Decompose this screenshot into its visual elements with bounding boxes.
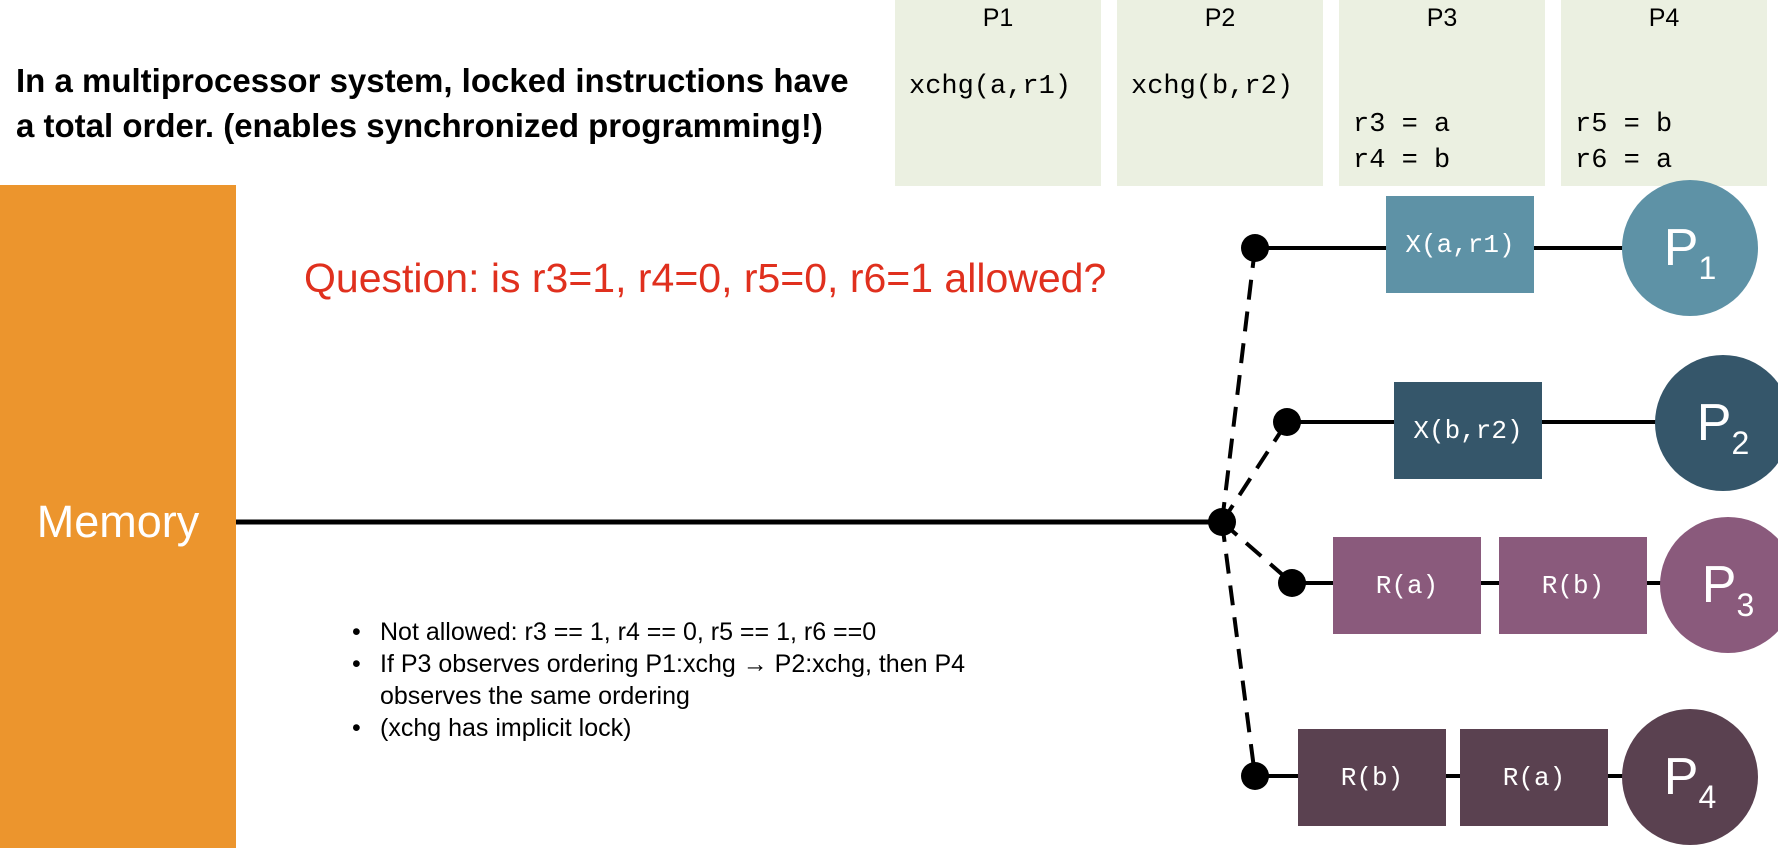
program-box-p2: P2 xchg(b,r2)	[1117, 0, 1323, 186]
p2-op-box: X(b,r2)	[1394, 382, 1542, 479]
processor-p3: P3	[1660, 517, 1778, 653]
p2-node	[1273, 408, 1301, 436]
hub-node	[1208, 508, 1236, 536]
p1-op-box: X(a,r1)	[1386, 196, 1534, 293]
program-name: P2	[1204, 4, 1236, 32]
program-box-p1: P1 xchg(a,r1)	[895, 0, 1101, 186]
p3-op-box-1: R(a)	[1333, 537, 1481, 634]
memory-block	[0, 185, 236, 848]
question-text: Question: is r3=1, r4=0, r5=0, r6=1 allo…	[304, 255, 1107, 301]
code-line: r3 = a	[1353, 110, 1451, 140]
code-line: r6 = a	[1575, 146, 1673, 176]
program-name: P3	[1426, 4, 1458, 32]
processor-label: P3	[1701, 556, 1755, 623]
program-name: P4	[1648, 4, 1680, 32]
processor-label: P2	[1696, 394, 1750, 461]
code-line: xchg(b,r2)	[1131, 72, 1294, 102]
dashed-link-p3	[1220, 520, 1294, 585]
code-line: xchg(a,r1)	[909, 72, 1072, 102]
dashed-link-p4	[1220, 521, 1257, 777]
p3-op-box-2: R(b)	[1499, 537, 1647, 634]
processor-p1: P1	[1622, 180, 1758, 316]
program-box-p3: P3 r3 = a r4 = b	[1339, 0, 1545, 186]
heading-line-1: In a multiprocessor system, locked instr…	[16, 62, 849, 99]
heading-line-2: a total order. (enables synchronized pro…	[16, 107, 823, 144]
p4-op-box-1: R(b)	[1298, 729, 1446, 826]
dashed-link-p1	[1220, 247, 1257, 523]
p3-node	[1278, 569, 1306, 597]
p1-node	[1241, 234, 1269, 262]
op-label: R(a)	[1375, 570, 1439, 601]
op-label: X(a,r1)	[1405, 229, 1515, 260]
p4-op-box-2: R(a)	[1460, 729, 1608, 826]
processor-label: P1	[1663, 219, 1717, 286]
note-item: If P3 observes ordering P1:xchg → P2:xch…	[350, 648, 1020, 712]
code-line: r5 = b	[1575, 110, 1673, 140]
notes-list: Not allowed: r3 == 1, r4 == 0, r5 == 1, …	[350, 616, 1020, 744]
op-label: R(b)	[1340, 762, 1404, 793]
processor-p4: P4	[1622, 709, 1758, 845]
p4-node	[1241, 762, 1269, 790]
processor-p2: P2	[1655, 355, 1778, 491]
op-label: X(b,r2)	[1413, 415, 1523, 446]
op-label: R(a)	[1502, 762, 1566, 793]
processor-label: P4	[1663, 748, 1717, 815]
note-item: (xchg has implicit lock)	[350, 712, 1020, 744]
op-label: R(b)	[1541, 570, 1605, 601]
program-box-p4: P4 r5 = b r6 = a	[1561, 0, 1767, 186]
program-name: P1	[982, 4, 1014, 32]
memory-label: Memory	[36, 496, 200, 547]
note-item: Not allowed: r3 == 1, r4 == 0, r5 == 1, …	[350, 616, 1020, 648]
code-line: r4 = b	[1353, 146, 1451, 176]
dashed-link-p2	[1220, 420, 1289, 524]
slide-heading: In a multiprocessor system, locked instr…	[16, 58, 896, 148]
